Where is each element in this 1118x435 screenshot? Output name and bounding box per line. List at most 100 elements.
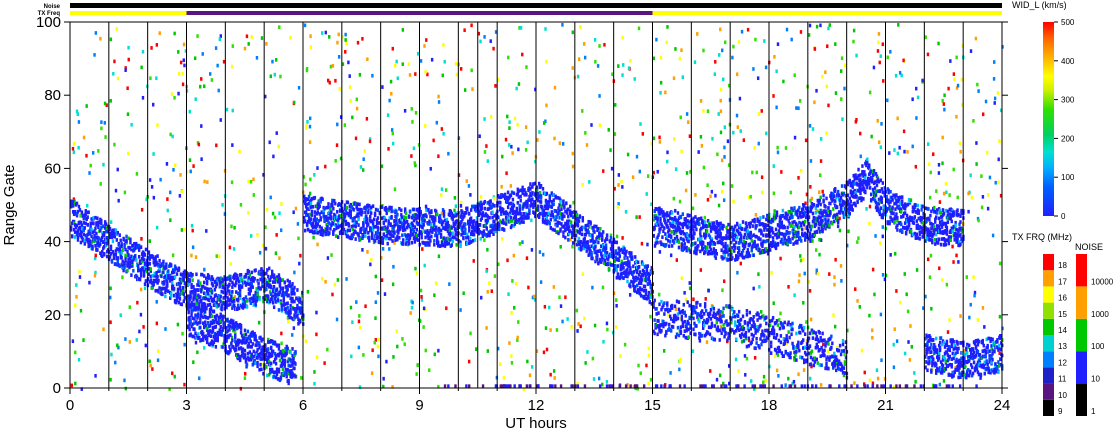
echo-pixel	[534, 181, 537, 186]
echo-pixel	[215, 320, 219, 325]
echo-pixel	[250, 352, 253, 357]
echo-pixel	[101, 235, 104, 240]
speckle-pixel	[641, 132, 645, 136]
echo-pixel	[568, 225, 571, 229]
echo-pixel	[628, 261, 631, 265]
speckle-pixel	[983, 325, 986, 329]
speckle-pixel	[82, 135, 86, 140]
speckle-pixel	[252, 177, 255, 182]
speckle-pixel	[272, 154, 275, 159]
echo-pixel	[503, 192, 507, 197]
echo-pixel	[274, 354, 278, 358]
speckle-pixel	[179, 60, 183, 65]
speckle-pixel	[494, 84, 497, 88]
echo-pixel	[531, 184, 534, 189]
speckle-pixel	[588, 180, 591, 184]
speckle-pixel	[177, 91, 180, 96]
echo-pixel	[211, 277, 215, 282]
speckle-pixel	[993, 101, 996, 105]
speckle-pixel	[862, 382, 866, 386]
speckle-pixel	[193, 56, 197, 61]
echo-pixel	[229, 277, 232, 282]
echo-pixel	[135, 241, 138, 246]
speckle-pixel	[393, 187, 397, 192]
speckle-pixel	[172, 167, 175, 172]
speckle-pixel	[761, 190, 764, 195]
echo-pixel	[339, 214, 343, 218]
echo-pixel	[100, 221, 103, 226]
echo-pixel	[242, 333, 246, 338]
echo-pixel	[550, 200, 553, 204]
speckle-pixel	[941, 161, 944, 166]
speckle-pixel	[750, 379, 753, 383]
speckle-pixel	[150, 185, 154, 189]
speckle-pixel	[324, 30, 328, 35]
speckle-pixel	[872, 65, 876, 70]
speckle-pixel	[902, 129, 906, 134]
echo-pixel	[410, 221, 414, 226]
echo-pixel	[249, 339, 253, 344]
speckle-pixel	[334, 78, 337, 83]
echo-pixel	[335, 234, 338, 238]
echo-pixel	[174, 300, 178, 305]
echo-pixel	[431, 230, 434, 234]
echo-pixel	[76, 209, 80, 214]
echo-pixel	[186, 301, 189, 306]
echo-pixel	[189, 272, 192, 276]
echo-pixel	[647, 277, 651, 282]
speckle-pixel	[206, 180, 209, 184]
speckle-pixel	[433, 293, 436, 298]
speckle-pixel	[628, 293, 632, 297]
echo-pixel	[305, 202, 309, 207]
echo-pixel	[631, 255, 634, 259]
echo-pixel	[251, 342, 254, 346]
speckle-pixel	[883, 277, 887, 282]
echo-pixel	[555, 209, 558, 213]
echo-pixel	[556, 223, 559, 228]
echo-pixel	[103, 231, 106, 235]
echo-pixel	[203, 312, 206, 317]
echo-pixel	[238, 358, 242, 363]
echo-pixel	[256, 356, 259, 360]
txfreq-segment-1	[186, 11, 653, 15]
echo-pixel	[269, 361, 273, 366]
speckle-pixel	[335, 317, 339, 322]
speckle-pixel	[593, 323, 597, 328]
echo-pixel	[130, 273, 133, 277]
speckle-pixel	[684, 188, 688, 193]
echo-pixel	[258, 343, 261, 348]
echo-pixel	[249, 288, 253, 293]
echo-pixel	[248, 272, 252, 277]
echo-pixel	[380, 216, 384, 220]
echo-pixel	[508, 219, 512, 224]
echo-pixel	[616, 264, 619, 268]
echo-pixel	[166, 279, 169, 284]
echo-pixel	[85, 237, 88, 242]
speckle-pixel	[956, 83, 960, 88]
echo-pixel	[597, 261, 600, 265]
echo-pixel	[236, 326, 239, 331]
echo-pixel	[222, 314, 225, 319]
speckle-pixel	[315, 332, 318, 337]
speckle-pixel	[730, 184, 734, 188]
echo-pixel	[122, 237, 125, 242]
echo-pixel	[433, 223, 436, 228]
speckle-pixel	[544, 326, 548, 330]
echo-pixel	[470, 219, 474, 224]
echo-pixel	[96, 243, 99, 247]
echo-pixel	[260, 267, 263, 272]
echo-pixel	[220, 307, 223, 312]
echo-pixel	[492, 232, 495, 236]
echo-pixel	[296, 303, 299, 308]
echo-pixel	[228, 344, 231, 349]
echo-pixel	[155, 278, 158, 282]
echo-pixel	[576, 223, 580, 228]
echo-pixel	[106, 248, 110, 252]
echo-pixel	[279, 375, 283, 380]
speckle-pixel	[100, 120, 103, 124]
speckle-pixel	[911, 144, 914, 149]
speckle-pixel	[977, 218, 980, 223]
speckle-pixel	[746, 27, 750, 32]
echo-pixel	[317, 219, 320, 223]
echo-pixel	[592, 240, 595, 245]
